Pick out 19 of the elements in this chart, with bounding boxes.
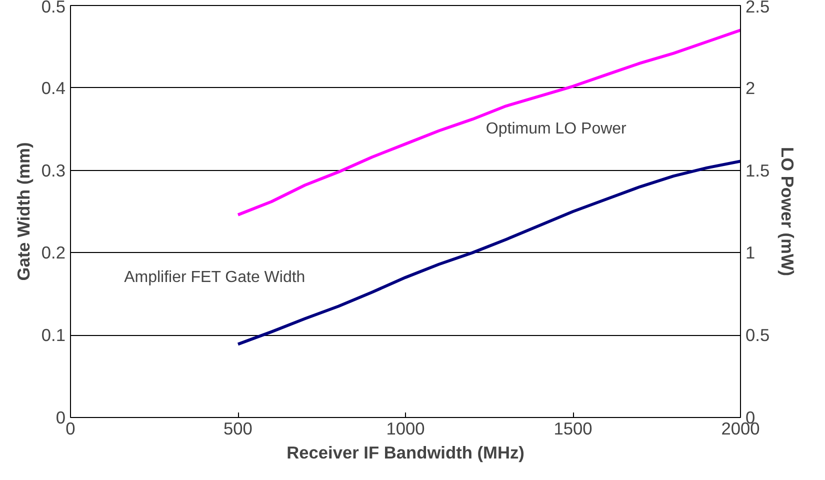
y-tick-label: 0.4 <box>41 78 66 98</box>
x-axis-title: Receiver IF Bandwidth (MHz) <box>286 442 524 462</box>
y2-tick-label: 1 <box>746 242 756 263</box>
x-tick-label: 1000 <box>386 418 425 438</box>
y-tick-label: 0.5 <box>41 0 66 16</box>
y2-tick-label: 2.5 <box>746 0 770 16</box>
x-tick-label: 500 <box>224 418 252 438</box>
y2-tick-label: 1.5 <box>746 160 770 180</box>
line-series <box>236 28 740 216</box>
y-tick-label: 0.1 <box>41 325 66 346</box>
y2-tick-label: 0.5 <box>746 325 770 346</box>
y-axis-title: Gate Width (mm) <box>13 142 34 281</box>
annotation: Optimum LO Power <box>486 120 628 138</box>
x-tick-label: 1500 <box>554 418 592 438</box>
y-tick-label: 0.3 <box>41 160 66 180</box>
y2-tick-label: 2 <box>746 78 756 98</box>
y2-axis-title: LO Power (mW) <box>778 147 798 276</box>
y-tick-label: 0.2 <box>41 242 66 263</box>
annotation: Amplifier FET Gate Width <box>124 268 306 286</box>
